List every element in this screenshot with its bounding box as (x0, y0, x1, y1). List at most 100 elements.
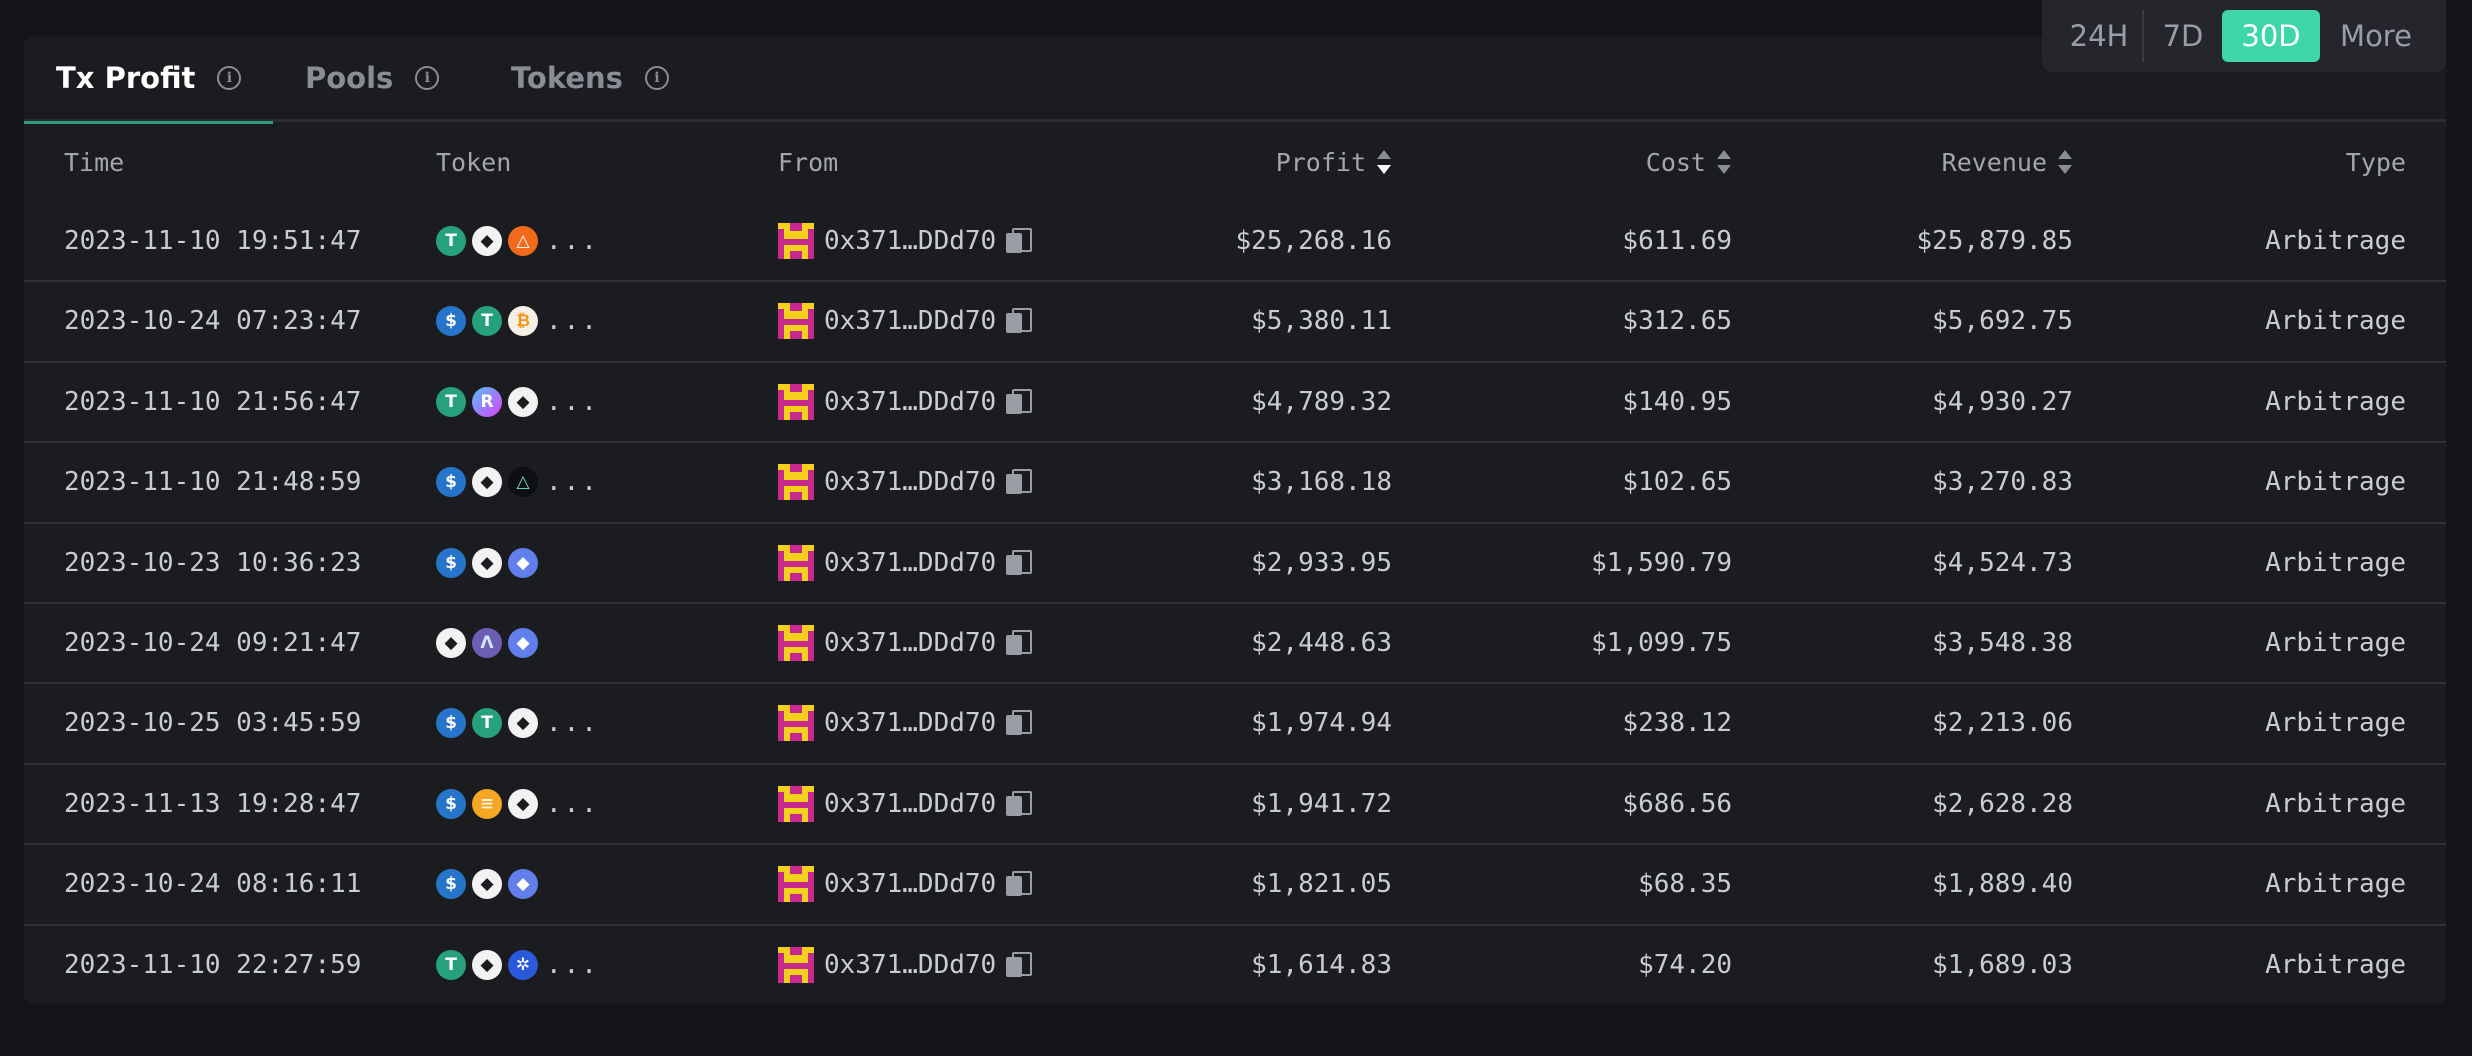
table-row[interactable]: 2023-11-10 21:56:47 T R ◆... 0x371…DDd70 $4,7… (24, 363, 2446, 444)
usdc-token-icon[interactable]: $ (436, 788, 466, 819)
lambda-token-icon[interactable]: Λ (472, 627, 502, 658)
table-row[interactable]: 2023-11-10 22:27:59 T ◆ ✲... 0x371…DDd70 $1,6… (24, 926, 2446, 1006)
tab-pools[interactable]: Pools i (273, 35, 479, 121)
from-address: 0x371…DDd70 (778, 443, 1033, 521)
table-row[interactable]: 2023-11-10 21:48:59 $ ◆ △... 0x371…DDd70 $3,1… (24, 443, 2446, 524)
coin-stack-token-icon[interactable]: ≡ (472, 788, 502, 819)
tx-type: Arbitrage (2265, 547, 2406, 578)
sort-icon[interactable] (1716, 148, 1732, 176)
more-tokens-indicator[interactable]: ... (546, 306, 599, 337)
dark-triangle-token-icon[interactable]: △ (508, 467, 538, 498)
cost-value: $611.69 (1622, 226, 1732, 256)
eth-token-icon[interactable]: ◆ (472, 467, 502, 498)
table-row[interactable]: 2023-10-24 07:23:47 $ T ₿... 0x371…DDd70 $5,3… (24, 282, 2446, 363)
usdc-token-icon[interactable]: $ (436, 547, 466, 578)
copy-icon[interactable] (1006, 549, 1033, 576)
info-icon[interactable]: i (644, 65, 669, 90)
copy-icon[interactable] (1006, 308, 1033, 334)
copy-icon[interactable] (1006, 871, 1033, 897)
eth-token-icon[interactable]: ◆ (436, 627, 466, 658)
profit-value: $5,380.11 (1251, 306, 1392, 337)
eth-token-icon[interactable]: ◆ (472, 226, 502, 256)
gradient-token-icon[interactable]: R (472, 386, 502, 417)
eth-token-icon[interactable]: ◆ (472, 869, 502, 900)
address-avatar (778, 383, 814, 420)
copy-icon[interactable] (1006, 790, 1033, 817)
range-7d-button[interactable]: 7D (2162, 19, 2204, 53)
address-link[interactable]: 0x371…DDd70 (824, 788, 997, 819)
usdt-token-icon[interactable]: T (472, 708, 502, 739)
table-row[interactable]: 2023-11-10 19:51:47 T ◆ △... 0x371…DDd70 $25,… (24, 202, 2446, 283)
sort-icon[interactable] (1376, 148, 1392, 176)
revenue-value: $2,213.06 (1932, 708, 2073, 739)
from-address: 0x371…DDd70 (778, 524, 1033, 602)
revenue-value: $5,692.75 (1932, 306, 2073, 337)
address-link[interactable]: 0x371…DDd70 (824, 547, 997, 578)
more-tokens-indicator[interactable]: ... (546, 949, 599, 980)
table-row[interactable]: 2023-10-23 10:36:23 $ ◆ ◆ 0x371…DDd70 $2,933.… (24, 524, 2446, 604)
address-link[interactable]: 0x371…DDd70 (824, 949, 997, 980)
tab-tokens[interactable]: Tokens i (479, 35, 759, 121)
more-tokens-indicator[interactable]: ... (546, 788, 599, 819)
eth-token-icon[interactable]: ◆ (472, 949, 502, 980)
eth-blue-token-icon[interactable]: ◆ (508, 627, 538, 658)
address-link[interactable]: 0x371…DDd70 (824, 226, 997, 256)
eth-token-icon[interactable]: ◆ (472, 547, 502, 578)
eth-token-icon[interactable]: ◆ (508, 788, 538, 819)
address-avatar (778, 544, 814, 581)
table-row[interactable]: 2023-11-13 19:28:47 $ ≡ ◆... 0x371…DDd70 $1,9… (24, 765, 2446, 846)
table-row[interactable]: 2023-10-24 09:21:47 ◆ Λ ◆ 0x371…DDd70 $2,448.… (24, 604, 2446, 685)
cost-value: $238.12 (1622, 708, 1732, 739)
address-link[interactable]: 0x371…DDd70 (824, 708, 997, 739)
eth-blue-token-icon[interactable]: ◆ (508, 869, 538, 900)
address-link[interactable]: 0x371…DDd70 (824, 869, 997, 900)
sort-icon[interactable] (2057, 148, 2073, 176)
copy-icon[interactable] (1006, 469, 1033, 495)
tx-time: 2023-10-24 09:21:47 (64, 627, 362, 658)
range-more-button[interactable]: More (2340, 19, 2412, 53)
usdc-token-icon[interactable]: $ (436, 708, 466, 739)
btc-token-icon[interactable]: ₿ (508, 306, 538, 337)
eth-token-icon[interactable]: ◆ (508, 386, 538, 417)
from-address: 0x371…DDd70 (778, 604, 1033, 682)
address-link[interactable]: 0x371…DDd70 (824, 627, 997, 658)
copy-icon[interactable] (1006, 710, 1033, 736)
column-header-cost[interactable]: Cost (1646, 122, 1732, 202)
more-tokens-indicator[interactable]: ... (546, 708, 599, 739)
more-tokens-indicator[interactable]: ... (546, 386, 599, 417)
usdc-token-icon[interactable]: $ (436, 306, 466, 337)
usdc-token-icon[interactable]: $ (436, 467, 466, 498)
column-header-revenue[interactable]: Revenue (1942, 122, 2073, 202)
column-header-token: Token (436, 147, 512, 177)
address-link[interactable]: 0x371…DDd70 (824, 467, 997, 498)
column-header-profit[interactable]: Profit (1276, 122, 1392, 202)
more-tokens-indicator[interactable]: ... (546, 467, 599, 498)
info-icon[interactable]: i (415, 65, 440, 90)
copy-icon[interactable] (1006, 388, 1033, 415)
token-list: $ T ₿... (436, 282, 599, 360)
eth-blue-token-icon[interactable]: ◆ (508, 547, 538, 578)
copy-icon[interactable] (1006, 228, 1033, 254)
tx-time: 2023-11-10 19:51:47 (64, 226, 362, 256)
range-30d-button[interactable]: 30D (2222, 10, 2320, 62)
table-row[interactable]: 2023-10-25 03:45:59 $ T ◆... 0x371…DDd70 $1,9… (24, 684, 2446, 765)
table-row[interactable]: 2023-10-24 08:16:11 $ ◆ ◆ 0x371…DDd70 $1,821.… (24, 845, 2446, 926)
usdc-token-icon[interactable]: $ (436, 869, 466, 900)
eth-token-icon[interactable]: ◆ (508, 708, 538, 739)
usdt-token-icon[interactable]: T (472, 306, 502, 337)
address-link[interactable]: 0x371…DDd70 (824, 386, 997, 417)
usdt-token-icon[interactable]: T (436, 949, 466, 980)
copy-icon[interactable] (1006, 951, 1033, 978)
range-24h-button[interactable]: 24H (2056, 10, 2144, 62)
triangle-orange-token-icon[interactable]: △ (508, 226, 538, 256)
tab-tx-profit[interactable]: Tx Profit i (24, 35, 273, 124)
info-icon[interactable]: i (217, 65, 242, 90)
token-list: $ ≡ ◆... (436, 765, 599, 843)
link-blue-token-icon[interactable]: ✲ (508, 949, 538, 980)
more-tokens-indicator[interactable]: ... (546, 226, 599, 256)
tab-label: Pools (305, 60, 394, 95)
usdt-token-icon[interactable]: T (436, 226, 466, 256)
usdt-token-icon[interactable]: T (436, 386, 466, 417)
address-link[interactable]: 0x371…DDd70 (824, 306, 997, 337)
copy-icon[interactable] (1006, 629, 1033, 656)
